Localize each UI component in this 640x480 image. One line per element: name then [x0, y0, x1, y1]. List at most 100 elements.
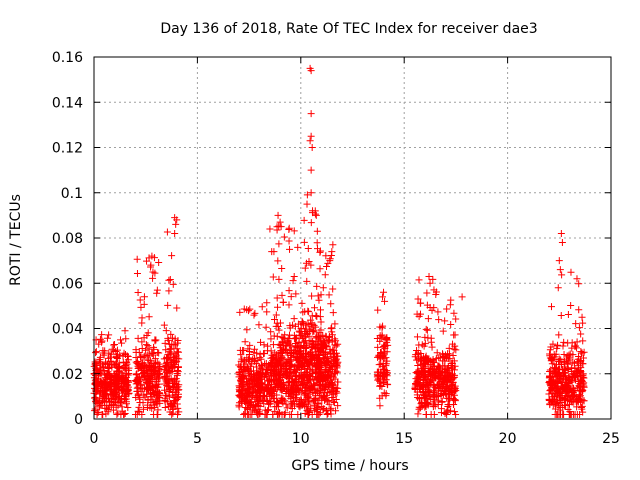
roti-data-point	[246, 305, 254, 313]
roti-data-point	[165, 287, 173, 295]
x-tick-label: 10	[292, 431, 310, 447]
roti-data-point	[131, 377, 139, 385]
roti-data-point	[136, 296, 144, 304]
roti-data-point	[116, 374, 124, 382]
y-tick-label: 0.06	[52, 276, 83, 292]
roti-data-point	[168, 367, 176, 375]
roti-data-point	[120, 349, 128, 357]
roti-data-point	[151, 382, 159, 390]
roti-data-point	[132, 346, 140, 354]
roti-data-point	[121, 409, 129, 417]
roti-data-point	[103, 334, 111, 342]
roti-data-point	[123, 382, 131, 390]
roti-data-point	[149, 398, 157, 406]
roti-data-point	[124, 353, 132, 361]
roti-data-point	[140, 293, 148, 301]
x-axis-label: GPS time / hours	[291, 458, 408, 474]
roti-data-point	[140, 391, 148, 399]
roti-data-point	[172, 397, 180, 405]
roti-data-point	[163, 392, 171, 400]
roti-data-point	[144, 356, 152, 364]
roti-data-point	[235, 361, 243, 369]
roti-data-point	[110, 385, 118, 393]
roti-data-point	[113, 346, 121, 354]
roti-data-point	[170, 393, 178, 401]
x-tick-label: 20	[499, 431, 517, 447]
y-tick-label: 0.1	[61, 186, 83, 202]
roti-data-point	[162, 361, 170, 369]
roti-data-point	[98, 331, 106, 339]
roti-data-point	[257, 365, 265, 373]
roti-data-point	[260, 341, 268, 349]
y-tick-label: 0.12	[52, 141, 83, 157]
roti-data-point	[155, 380, 163, 388]
roti-data-point	[164, 382, 172, 390]
roti-data-point	[104, 379, 112, 387]
roti-data-point	[244, 345, 252, 353]
roti-data-point	[124, 403, 132, 411]
roti-data-point	[163, 228, 171, 236]
roti-data-point	[114, 409, 122, 417]
y-tick-labels: 0 0.02 0.04 0.06 0.08 0.1 0.12 0.14 0.16	[52, 50, 83, 428]
x-tick-label: 5	[193, 431, 202, 447]
roti-data-point	[134, 407, 142, 415]
roti-data-point	[123, 358, 131, 366]
roti-data-point	[143, 366, 151, 374]
roti-data-point	[151, 336, 159, 344]
x-tick-label: 0	[90, 431, 99, 447]
roti-data-point	[153, 370, 161, 378]
roti-data-point	[153, 286, 161, 294]
roti-data-point	[164, 351, 172, 359]
roti-data-point	[162, 346, 170, 354]
roti-data-point	[111, 341, 119, 349]
data-points	[90, 64, 588, 418]
roti-data-point	[99, 347, 107, 355]
roti-data-point	[143, 257, 151, 265]
roti-data-point	[95, 369, 103, 377]
roti-data-point	[174, 386, 182, 394]
roti-data-point	[101, 371, 109, 379]
roti-data-point	[162, 391, 170, 399]
roti-data-point	[165, 276, 173, 284]
roti-data-point	[251, 345, 259, 353]
roti-data-point	[170, 360, 178, 368]
roti-data-point	[175, 355, 183, 363]
grid-lines	[94, 57, 611, 419]
roti-data-point	[96, 335, 104, 343]
roti-data-point	[107, 357, 115, 365]
roti-data-point	[166, 345, 174, 353]
roti-data-point	[161, 397, 169, 405]
roti-data-point	[140, 300, 148, 308]
roti-data-point	[92, 349, 100, 357]
roti-data-point	[144, 342, 152, 350]
y-tick-label: 0.08	[52, 231, 83, 247]
roti-data-point	[102, 395, 110, 403]
roti-data-point	[122, 366, 130, 374]
roti-data-point	[241, 338, 249, 346]
roti-data-point	[137, 303, 145, 311]
roti-data-point	[154, 349, 162, 357]
roti-data-point	[250, 311, 258, 319]
roti-data-point	[153, 400, 161, 408]
y-tick-label: 0.04	[52, 322, 83, 338]
roti-data-point	[122, 383, 130, 391]
roti-data-point	[108, 390, 116, 398]
y-tick-label: 0.02	[52, 367, 83, 383]
roti-data-point	[93, 410, 101, 418]
chart-title: Day 136 of 2018, Rate Of TEC Index for r…	[160, 21, 537, 37]
x-tick-label: 15	[395, 431, 413, 447]
roti-data-point	[138, 363, 146, 371]
roti-data-point	[149, 350, 157, 358]
roti-data-point	[175, 381, 183, 389]
y-tick-label: 0.14	[52, 95, 83, 111]
roti-data-point	[257, 355, 265, 363]
roti-data-point	[236, 308, 244, 316]
roti-data-point	[138, 319, 146, 327]
roti-data-point	[108, 373, 116, 381]
roti-data-point	[101, 385, 109, 393]
roti-data-point	[97, 387, 105, 395]
roti-data-point	[164, 301, 172, 309]
roti-data-point	[91, 394, 99, 402]
roti-data-point	[144, 329, 152, 337]
